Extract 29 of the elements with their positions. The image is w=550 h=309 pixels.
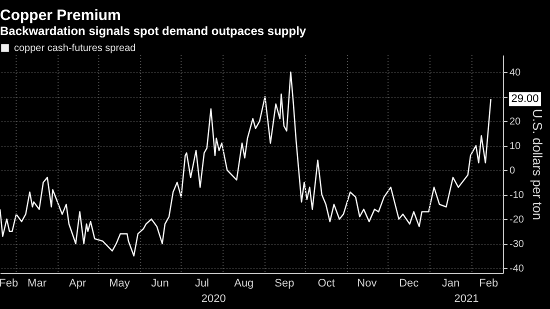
legend-label: copper cash-futures spread	[14, 43, 136, 54]
chart-title: Copper Premium	[0, 7, 121, 24]
y-tick-label: 40	[510, 68, 522, 79]
line-series	[0, 71, 492, 257]
x-tick-label: Feb	[0, 278, 18, 290]
text: 2021	[454, 293, 479, 305]
y-tick-label: -20	[510, 214, 524, 226]
x-tick-label: May	[109, 278, 130, 290]
x-tick-label: Oct	[318, 278, 335, 290]
x-tick-label: Mar	[28, 278, 47, 290]
y-tick-label: 10	[510, 141, 522, 152]
x-tick-label: Apr	[69, 278, 86, 290]
x-tick-label: Aug	[234, 278, 254, 290]
y-tick-label: 0	[510, 166, 516, 177]
y-tick-label: -40	[510, 264, 524, 275]
x-tick-label: Jan	[442, 278, 460, 290]
x-tick-label: Jul	[194, 278, 209, 290]
x-tick-label: Feb	[479, 278, 498, 290]
x-tick-label: Nov	[357, 278, 378, 290]
chart-subtitle: Backwardation signals spot demand outpaces supply	[0, 24, 306, 38]
x-tick-label: Jun	[151, 278, 169, 290]
text: 2020	[201, 293, 226, 305]
x-tick-label: Sep	[274, 278, 294, 290]
text: 29.00	[511, 93, 539, 106]
x-tick-label: Dec	[399, 278, 420, 290]
y-axis-title: U.S. dollars per ton	[530, 108, 545, 220]
y-tick-label: 20	[510, 116, 522, 128]
y-tick-label: -30	[510, 239, 524, 250]
y-tick-label: -10	[510, 190, 524, 202]
